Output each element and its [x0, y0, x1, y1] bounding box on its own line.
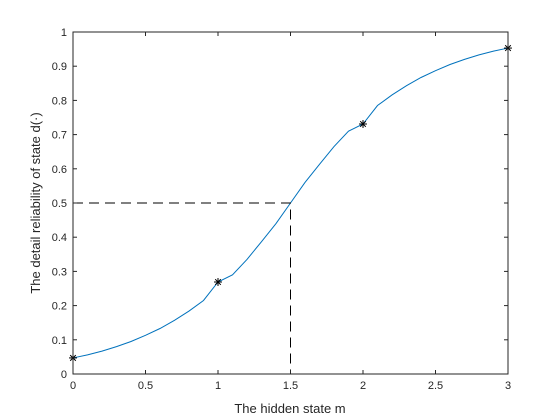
x-tick-label: 2.5	[428, 380, 443, 392]
x-tick-label: 0.5	[138, 380, 153, 392]
y-tick-label: 0.2	[52, 301, 67, 313]
y-tick-label: 0.1	[52, 335, 67, 347]
x-tick-label: 1.5	[283, 380, 298, 392]
y-tick-label: 1	[61, 27, 67, 39]
y-tick-label: 0.7	[52, 130, 67, 142]
y-tick-label: 0.9	[52, 61, 67, 73]
x-tick-label: 1	[215, 380, 221, 392]
y-tick-label: 0.5	[52, 198, 67, 210]
y-tick-label: 0.4	[52, 232, 67, 244]
y-tick-label: 0.3	[52, 266, 67, 278]
y-tick-label: 0.6	[52, 164, 67, 176]
x-tick-label: 3	[505, 380, 511, 392]
axes-layer: 0 0.5 1 1.5 2 2.5 3 0 0.1 0.2 0.3 0.4 0.5 0.6 0.7 0.8 0.…	[52, 27, 511, 392]
y-tick-label: 0.8	[52, 95, 67, 107]
asterisk-marker	[214, 278, 222, 287]
x-tick-label: 2	[360, 380, 366, 392]
y-tick-label: 0	[61, 369, 67, 381]
x-tick-label: 0	[70, 380, 76, 392]
dashed-guide-line	[73, 202, 291, 374]
asterisk-marker	[359, 119, 367, 128]
y-axis-label: The detail reliability of state d(·)	[28, 112, 43, 293]
x-axis-label: The hidden state m	[234, 401, 345, 416]
